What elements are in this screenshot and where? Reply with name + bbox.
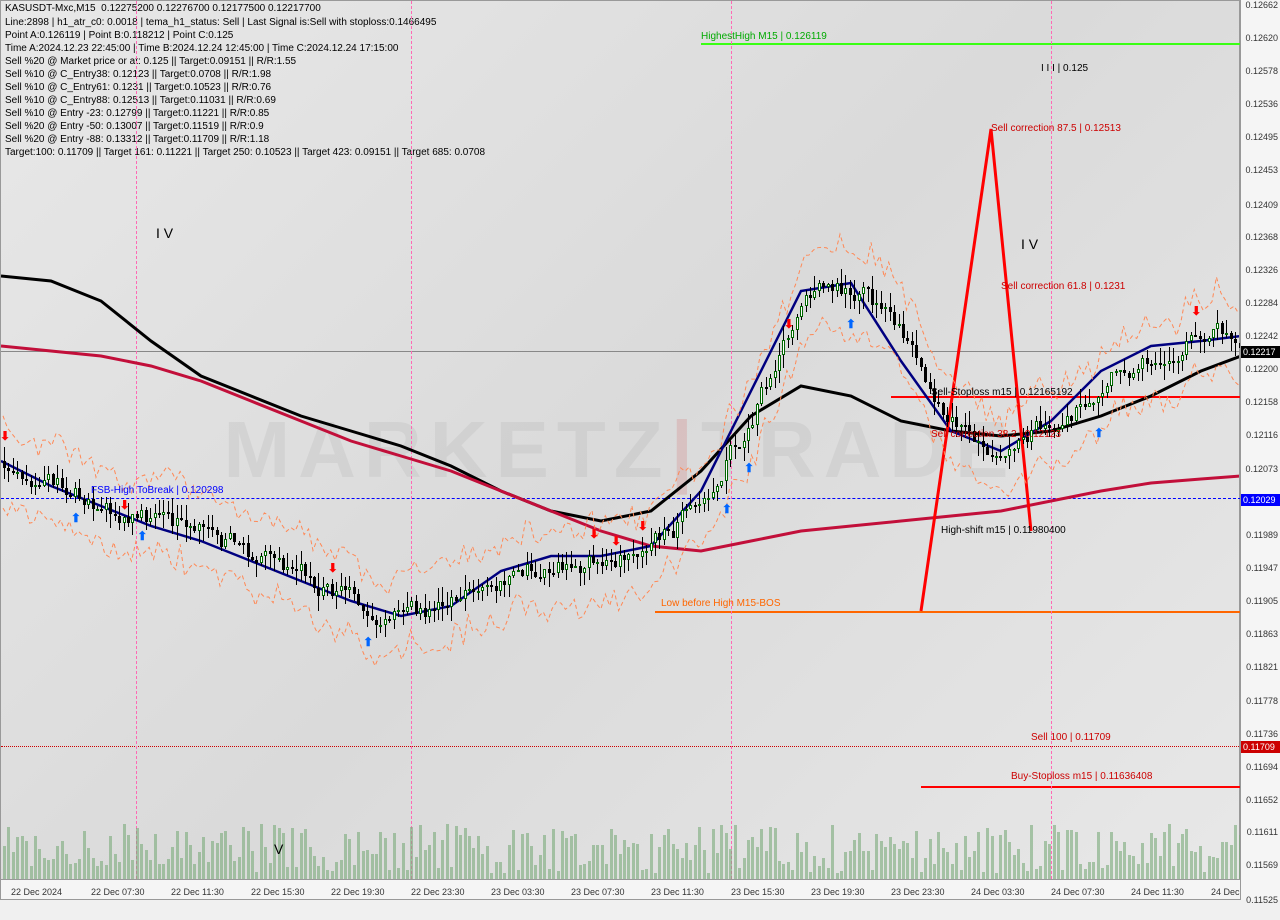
chart-annotation: I I I | 0.125 (1041, 63, 1088, 74)
x-axis: 22 Dec 202422 Dec 07:3022 Dec 11:3022 De… (1, 879, 1241, 899)
chart-annotation: I V (1021, 236, 1038, 252)
chart-annotation: Sell-Stoploss m15 | 0.12165192 (931, 387, 1073, 398)
y-axis: 0.126620.126200.125780.125360.124950.124… (1240, 0, 1280, 900)
chart-annotation: I V (156, 225, 173, 241)
chart-annotation: HighestHigh M15 | 0.126119 (701, 31, 827, 42)
chart-annotation: V (274, 841, 283, 857)
chart-area[interactable]: MARKETZ|TRADE KASUSDT-Mxc,M15 0.12275200… (0, 0, 1240, 900)
chart-annotation: Low before High M15-BOS (661, 598, 781, 609)
watermark-text: MARKETZ|TRADE (224, 404, 1017, 496)
symbol-header: KASUSDT-Mxc,M15 0.12275200 0.12276700 0.… (5, 3, 321, 14)
info-block: Line:2898 | h1_atr_c0: 0.0018 | tema_h1_… (5, 16, 485, 159)
chart-annotation: Sell correction 38.2 | 0.12123 (931, 429, 1061, 440)
chart-annotation: Sell correction 87.5 | 0.12513 (991, 123, 1121, 134)
chart-annotation: FSB-High ToBreak | 0.120298 (91, 485, 224, 496)
chart-annotation: Sell correction 61.8 | 0.1231 (1001, 281, 1125, 292)
chart-annotation: Sell 100 | 0.11709 (1031, 732, 1111, 743)
chart-annotation: Buy-Stoploss m15 | 0.11636408 (1011, 771, 1152, 782)
chart-annotation: High-shift m15 | 0.11980400 (941, 525, 1066, 536)
